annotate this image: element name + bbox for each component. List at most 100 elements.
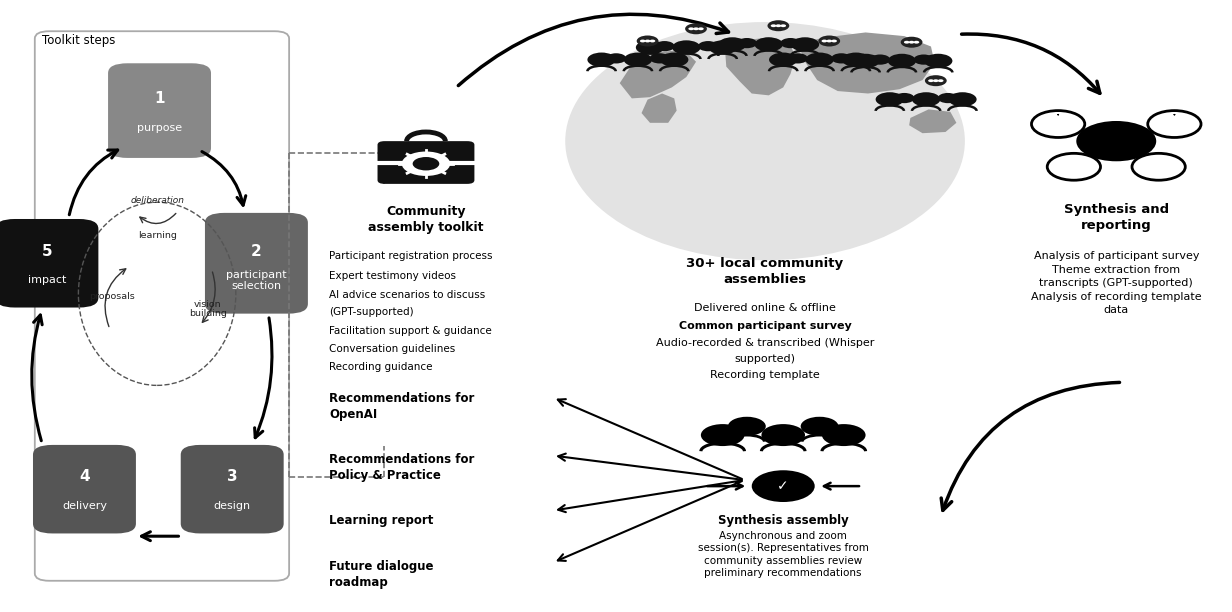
Circle shape — [780, 24, 786, 27]
Text: supported): supported) — [734, 354, 796, 364]
Circle shape — [754, 37, 782, 51]
Text: Recording template: Recording template — [710, 370, 821, 379]
Circle shape — [801, 417, 839, 436]
Text: Synthesis and
reporting: Synthesis and reporting — [1063, 203, 1169, 233]
FancyBboxPatch shape — [181, 445, 283, 534]
Circle shape — [925, 75, 946, 86]
Text: 1: 1 — [154, 91, 165, 106]
Circle shape — [606, 53, 626, 64]
Circle shape — [654, 41, 675, 51]
Circle shape — [909, 41, 914, 43]
Circle shape — [685, 23, 707, 34]
Text: 2: 2 — [251, 244, 261, 258]
Circle shape — [904, 41, 909, 43]
Polygon shape — [909, 110, 956, 133]
Text: vision
building: vision building — [188, 300, 227, 318]
Circle shape — [894, 93, 914, 103]
Text: impact: impact — [28, 275, 67, 285]
Text: Community
assembly toolkit: Community assembly toolkit — [368, 205, 484, 234]
Circle shape — [728, 417, 766, 436]
Text: purpose: purpose — [137, 122, 182, 133]
Circle shape — [938, 80, 944, 82]
Text: Audio-recorded & transcribed (Whisper: Audio-recorded & transcribed (Whisper — [655, 338, 875, 348]
Circle shape — [761, 424, 804, 446]
Circle shape — [888, 54, 917, 68]
Text: ✓: ✓ — [777, 479, 788, 493]
Text: proposals: proposals — [90, 293, 136, 301]
Circle shape — [924, 54, 952, 68]
Text: Delivered online & offline: Delivered online & offline — [694, 303, 837, 313]
Circle shape — [1077, 121, 1156, 162]
Circle shape — [649, 53, 670, 64]
Circle shape — [402, 152, 450, 176]
Text: Expert testimony videos: Expert testimony videos — [329, 271, 456, 280]
Circle shape — [708, 40, 737, 54]
Circle shape — [827, 40, 832, 42]
Text: Facilitation support & guidance: Facilitation support & guidance — [329, 326, 492, 335]
Circle shape — [673, 40, 701, 54]
Polygon shape — [726, 37, 796, 95]
Text: Asynchronous and zoom
session(s). Representatives from
community assemblies revi: Asynchronous and zoom session(s). Repres… — [697, 531, 869, 578]
Circle shape — [637, 35, 658, 47]
Text: Future dialogue
roadmap: Future dialogue roadmap — [329, 560, 434, 589]
Circle shape — [701, 424, 744, 446]
Circle shape — [806, 53, 834, 67]
Circle shape — [660, 53, 689, 67]
Circle shape — [787, 53, 808, 64]
Circle shape — [933, 80, 939, 82]
Circle shape — [769, 53, 797, 67]
Polygon shape — [620, 50, 696, 99]
Circle shape — [841, 53, 870, 67]
Text: delivery: delivery — [62, 501, 107, 511]
Text: (GPT-supported): (GPT-supported) — [329, 307, 414, 317]
Text: Learning report: Learning report — [329, 515, 434, 528]
Circle shape — [938, 93, 958, 103]
Text: participant
selection: participant selection — [227, 269, 287, 291]
Circle shape — [780, 38, 801, 48]
Text: Synthesis assembly: Synthesis assembly — [718, 513, 849, 526]
Circle shape — [623, 53, 652, 67]
Ellipse shape — [565, 22, 965, 260]
Text: Participant registration process: Participant registration process — [329, 251, 493, 261]
FancyBboxPatch shape — [205, 213, 308, 313]
Text: Common participant survey: Common participant survey — [679, 321, 851, 331]
Circle shape — [644, 40, 650, 42]
Text: 3: 3 — [227, 469, 238, 485]
Text: design: design — [213, 501, 251, 511]
Circle shape — [639, 40, 646, 42]
Text: Toolkit steps: Toolkit steps — [42, 34, 116, 47]
Text: Conversation guidelines: Conversation guidelines — [329, 344, 456, 354]
Circle shape — [699, 41, 718, 51]
FancyBboxPatch shape — [377, 141, 474, 184]
Circle shape — [822, 40, 827, 42]
Circle shape — [588, 53, 616, 67]
Circle shape — [949, 92, 977, 106]
Circle shape — [791, 37, 819, 51]
Circle shape — [914, 54, 934, 65]
Text: AI advice scenarios to discuss: AI advice scenarios to discuss — [329, 290, 485, 300]
Circle shape — [636, 40, 664, 54]
FancyBboxPatch shape — [34, 31, 290, 581]
Circle shape — [912, 92, 940, 106]
Circle shape — [876, 92, 904, 106]
Text: Recording guidance: Recording guidance — [329, 362, 432, 372]
Text: 4: 4 — [79, 469, 90, 485]
Circle shape — [768, 20, 790, 31]
Text: 5: 5 — [42, 244, 52, 258]
Circle shape — [694, 28, 699, 30]
FancyBboxPatch shape — [33, 445, 136, 534]
Circle shape — [832, 40, 837, 42]
Circle shape — [914, 41, 919, 43]
Circle shape — [851, 54, 880, 68]
Circle shape — [818, 35, 840, 47]
Circle shape — [752, 470, 814, 502]
Text: Recommendations for
Policy & Practice: Recommendations for Policy & Practice — [329, 453, 474, 482]
Circle shape — [413, 157, 440, 171]
FancyBboxPatch shape — [108, 63, 211, 158]
Text: Analysis of participant survey
Theme extraction from
transcripts (GPT-supported): Analysis of participant survey Theme ext… — [1031, 251, 1201, 315]
FancyBboxPatch shape — [0, 219, 99, 307]
Text: deliberation: deliberation — [131, 196, 184, 206]
Circle shape — [689, 28, 694, 30]
Polygon shape — [798, 32, 935, 94]
Circle shape — [775, 24, 781, 27]
